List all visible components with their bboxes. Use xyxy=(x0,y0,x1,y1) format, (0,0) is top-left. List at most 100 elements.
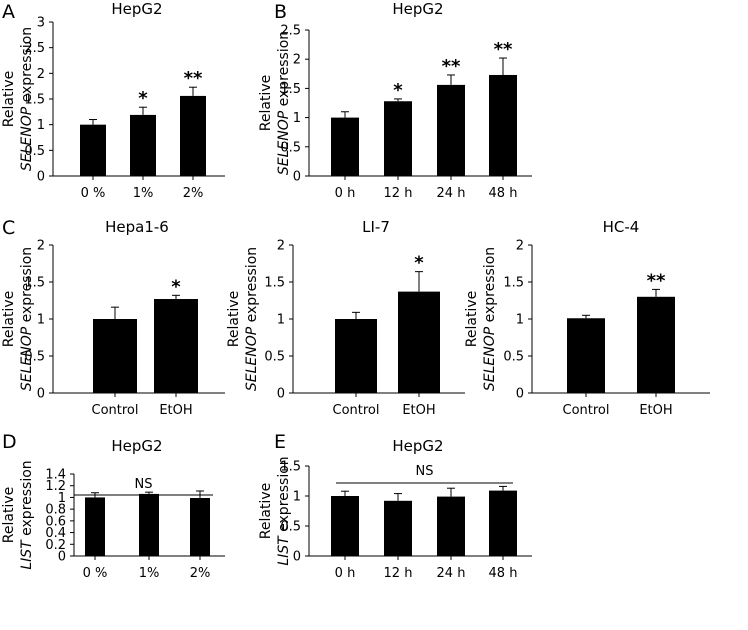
y-tick-label: 2 xyxy=(516,239,524,254)
y-axis-label-gene: SELENOP xyxy=(19,106,35,171)
chart-title: HC-4 xyxy=(603,218,640,236)
chart-title: HepG2 xyxy=(111,437,162,455)
y-tick-label: 1.4 xyxy=(45,468,66,483)
y-tick-label: 2 xyxy=(37,67,45,82)
y-axis-label-gene: SELENOP xyxy=(19,326,35,391)
y-tick-label: 0.5 xyxy=(280,520,301,535)
y-tick-label: 1 xyxy=(277,313,285,328)
y-tick-label: 2.5 xyxy=(24,41,45,56)
y-tick-label: 0.5 xyxy=(280,140,301,155)
bar xyxy=(384,101,412,176)
x-tick-label: 2% xyxy=(190,566,211,581)
y-axis-label-line1: Relative xyxy=(258,75,274,131)
y-axis-label: RelativeLIST expression xyxy=(258,456,292,565)
x-tick-label: 24 h xyxy=(437,186,466,201)
x-tick-label: 0 % xyxy=(83,566,108,581)
y-axis-label-gene: SELENOP xyxy=(482,326,498,391)
bar xyxy=(85,497,105,556)
y-axis-label-suffix: expression xyxy=(244,247,260,327)
chart-title: LI-7 xyxy=(362,218,390,236)
bar xyxy=(384,500,412,556)
significance-marker: * xyxy=(414,253,424,274)
y-axis-label: RelativeSELENOP expression xyxy=(464,247,498,391)
y-tick-label: 0 xyxy=(293,550,301,565)
chart-title: HepG2 xyxy=(392,437,443,455)
bar xyxy=(437,84,465,176)
y-axis-label: RelativeSELENOP expression xyxy=(258,31,292,175)
x-tick-label: 1% xyxy=(133,186,154,201)
y-tick-label: 1.2 xyxy=(45,479,66,494)
significance-marker: ** xyxy=(494,39,513,60)
y-tick-label: 0.5 xyxy=(24,144,45,159)
bar xyxy=(489,74,517,176)
y-tick-label: 1 xyxy=(58,491,66,506)
y-axis-label-line1: Relative xyxy=(464,291,480,347)
y-axis-label: RelativeSELENOP expression xyxy=(1,27,35,171)
ns-label: NS xyxy=(135,477,153,492)
significance-marker: ** xyxy=(184,68,203,89)
y-axis-label-line1: Relative xyxy=(226,291,242,347)
y-tick-label: 0.6 xyxy=(45,514,66,529)
bar xyxy=(637,296,675,393)
y-axis-label-gene: SELENOP xyxy=(244,326,260,391)
bar xyxy=(567,318,605,393)
y-axis-label-gene: LIST xyxy=(19,539,35,570)
y-tick-label: 2 xyxy=(37,239,45,254)
panel-letter: E xyxy=(274,431,286,453)
y-axis-label-suffix: expression xyxy=(276,456,292,536)
y-tick-label: 0 xyxy=(37,387,45,402)
x-tick-label: 48 h xyxy=(489,566,518,581)
x-tick-label: Control xyxy=(563,403,610,418)
y-tick-label: 1.5 xyxy=(503,276,524,291)
y-tick-label: 1.5 xyxy=(24,276,45,291)
bar xyxy=(489,490,517,556)
y-axis-label-suffix: expression xyxy=(482,247,498,327)
y-tick-label: 1 xyxy=(293,490,301,505)
x-tick-label: 48 h xyxy=(489,186,518,201)
panel-letter: C xyxy=(2,217,15,239)
y-tick-label: 0.5 xyxy=(264,350,285,365)
chart-panel-4: LI-7 0 0.5 1 1.5 2 RelativeSELENOP expression C… xyxy=(226,218,465,418)
y-axis-label: RelativeLIST expression xyxy=(1,460,35,569)
y-tick-label: 0.5 xyxy=(503,350,524,365)
bar xyxy=(331,117,359,176)
x-tick-label: Control xyxy=(92,403,139,418)
y-tick-label: 0 xyxy=(516,387,524,402)
chart-title: Hepa1-6 xyxy=(105,218,169,236)
significance-marker: ** xyxy=(442,56,461,77)
y-tick-label: 1.5 xyxy=(24,93,45,108)
y-tick-label: 2 xyxy=(293,53,301,68)
bar xyxy=(190,498,210,556)
y-tick-label: 1 xyxy=(293,111,301,126)
x-tick-label: EtOH xyxy=(159,403,192,418)
y-axis-label-suffix: expression xyxy=(19,247,35,327)
y-axis-label-line1: Relative xyxy=(258,483,274,539)
x-tick-label: 2% xyxy=(183,186,204,201)
significance-marker: ** xyxy=(647,270,666,291)
chart-title: HepG2 xyxy=(392,0,443,18)
bar xyxy=(331,496,359,556)
y-tick-label: 1.5 xyxy=(280,82,301,97)
y-tick-label: 0.5 xyxy=(24,350,45,365)
y-axis-label-suffix: expression xyxy=(276,31,292,111)
x-tick-label: 0 h xyxy=(335,566,356,581)
y-axis-label-line1: Relative xyxy=(1,487,17,543)
bar xyxy=(437,496,465,556)
x-tick-label: EtOH xyxy=(402,403,435,418)
y-axis-label-line1: Relative xyxy=(1,291,17,347)
chart-panel-5: HC-4 0 0.5 1 1.5 2 RelativeSELENOP expression C… xyxy=(464,218,710,418)
y-axis-label: RelativeSELENOP expression xyxy=(1,247,35,391)
y-tick-label: 0.2 xyxy=(45,538,66,553)
chart-panel-6: D HepG2 00.20.40.60.811.21.4 RelativeLIST e… xyxy=(1,431,225,581)
x-tick-label: 0 h xyxy=(335,186,356,201)
y-tick-label: 1 xyxy=(37,313,45,328)
y-tick-label: 0 xyxy=(37,170,45,185)
y-tick-label: 1.5 xyxy=(264,276,285,291)
y-axis-label-gene: SELENOP xyxy=(276,110,292,175)
chart-title: HepG2 xyxy=(111,0,162,18)
significance-marker: * xyxy=(138,88,148,109)
significance-marker: * xyxy=(171,276,181,297)
